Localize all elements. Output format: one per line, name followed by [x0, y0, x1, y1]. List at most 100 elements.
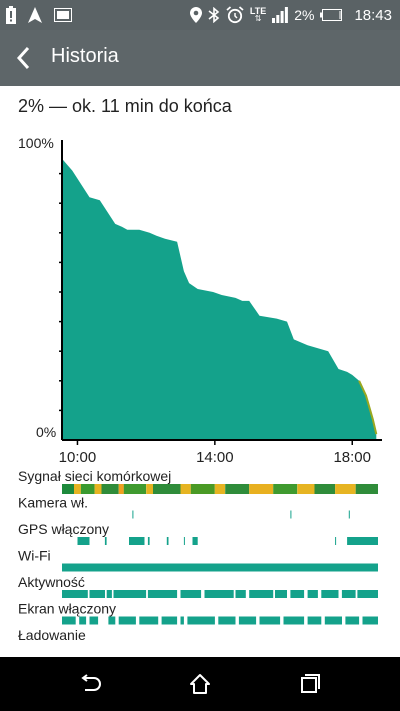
track-segment [341, 590, 356, 598]
back-arrow-icon[interactable] [14, 44, 40, 72]
track-segment [118, 616, 136, 625]
lte-icon: LTE ⇅ [249, 6, 267, 23]
track-segment [79, 616, 87, 625]
home-icon[interactable] [188, 672, 212, 696]
track-segment [89, 590, 105, 598]
track-segment [180, 484, 191, 494]
track-segment [166, 537, 169, 545]
track-segment [204, 590, 234, 598]
battery-summary: 2% — ok. 11 min do końca [18, 96, 232, 116]
track-segment [77, 537, 90, 545]
track-segment [297, 484, 315, 494]
track-segment [153, 484, 181, 494]
track-segment [187, 616, 215, 625]
battery-level-area [62, 158, 377, 441]
track-segment [235, 590, 246, 598]
track-label: Sygnał sieci komórkowej [18, 468, 171, 484]
track-label: GPS włączony [18, 521, 109, 537]
clock: 18:43 [354, 6, 392, 24]
track-segment [238, 616, 257, 625]
track-segment [362, 616, 378, 625]
track-segment [147, 537, 150, 545]
track-segment [275, 590, 287, 598]
usage-track: Wi-Fi [18, 548, 378, 572]
track-segment [283, 616, 305, 625]
track-segment [307, 590, 318, 598]
usage-track: Ładowanie [18, 627, 86, 643]
track-segment [290, 510, 292, 519]
track-segment [321, 590, 339, 598]
track-segment [80, 484, 95, 494]
track-segment [192, 537, 198, 545]
y-tick-label-min: 0% [36, 424, 56, 440]
track-segment [113, 590, 147, 598]
track-segment [180, 616, 184, 625]
track-segment [347, 537, 378, 545]
track-segment [139, 616, 159, 625]
track-segment [314, 484, 336, 494]
track-segment [161, 616, 178, 625]
x-tick-label: 18:00 [333, 449, 371, 466]
track-segment [348, 510, 350, 519]
track-segment [106, 590, 112, 598]
track-segment [225, 484, 250, 494]
x-tick-label: 14:00 [196, 449, 234, 466]
back-nav-icon[interactable] [78, 672, 102, 696]
track-segment [132, 510, 134, 519]
track-segment [62, 616, 76, 625]
usage-track: Ekran włączony [18, 601, 378, 625]
low-battery-edge [358, 380, 378, 435]
track-segment [146, 484, 154, 494]
track-segment [118, 484, 124, 494]
track-segment [123, 484, 147, 494]
track-label: Wi-Fi [18, 548, 51, 564]
track-segment [259, 616, 281, 625]
battery-icon [320, 9, 343, 21]
track-segment [273, 484, 298, 494]
usage-track: GPS włączony [18, 521, 378, 545]
signal-icon [272, 7, 289, 23]
battery-percent: 2% [294, 7, 315, 23]
track-segment [183, 537, 185, 545]
track-segment [345, 616, 360, 625]
track-segment [214, 484, 226, 494]
track-label: Ekran włączony [18, 601, 116, 617]
lte-label: LTE [249, 6, 267, 16]
usage-track: Kamera wł. [18, 495, 350, 519]
track-segment [62, 484, 74, 494]
track-segment [290, 590, 305, 598]
navigation-icon [28, 7, 42, 23]
track-segment [355, 484, 378, 494]
bluetooth-icon [208, 7, 220, 23]
x-tick-label: 10:00 [59, 449, 97, 466]
track-segment [218, 616, 236, 625]
track-segment [249, 484, 274, 494]
track-label: Ładowanie [18, 627, 86, 643]
track-label: Aktywność [18, 574, 85, 590]
track-segment [62, 563, 378, 572]
track-label: Kamera wł. [18, 495, 88, 511]
alarm-icon [226, 6, 244, 24]
battery-history-chart: 100% 0%10:00 14:00 18:00 Sygnał sieci komórk… [18, 135, 382, 643]
track-segment [89, 616, 99, 625]
track-segment [129, 537, 145, 545]
track-segment [108, 616, 116, 625]
track-segment [147, 590, 178, 598]
track-segment [335, 484, 356, 494]
recents-icon[interactable] [298, 672, 322, 696]
page-title: Historia [51, 45, 119, 67]
battery-alert-icon [6, 6, 16, 24]
usage-track: Sygnał sieci komórkowej [18, 468, 378, 494]
usage-track: Aktywność [18, 574, 378, 598]
track-segment [249, 590, 274, 598]
track-segment [180, 590, 202, 598]
track-segment [104, 537, 107, 545]
track-segment [62, 590, 88, 598]
track-segment [74, 484, 81, 494]
location-icon [189, 7, 202, 23]
image-icon [54, 8, 72, 22]
track-segment [324, 616, 342, 625]
track-segment [101, 484, 119, 494]
track-segment [307, 616, 322, 625]
navigation-bar [0, 657, 400, 711]
